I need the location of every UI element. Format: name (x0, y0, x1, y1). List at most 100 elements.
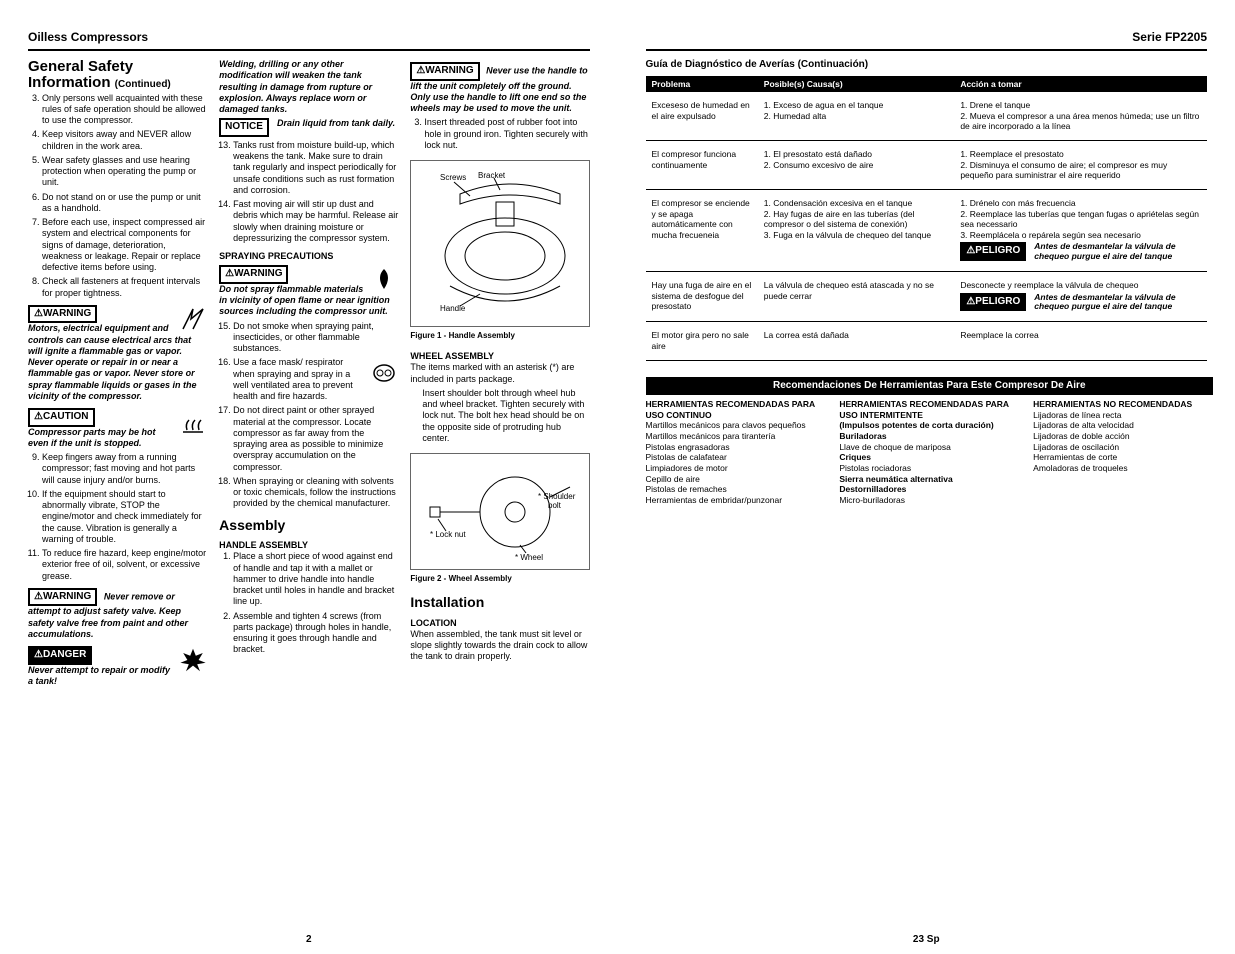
recommendations-columns: HERRAMIENTAS RECOMENDADAS PARA USO CONTI… (646, 399, 1208, 505)
rec-col-3: HERRAMIENTAS NO RECOMENDADAS Lijadoras d… (1033, 399, 1207, 505)
danger-block: ⚠DANGER Never attempt to repair or modif… (28, 646, 207, 687)
rec-item: Buriladoras (839, 431, 1013, 442)
list-item: When spraying or cleaning with solvents … (233, 476, 398, 510)
list-item-text: Use a face mask/ respirator when sprayin… (233, 357, 353, 401)
fig-label-screws: Screws (440, 173, 466, 182)
intro-text: Welding, drilling or any other modificat… (219, 59, 398, 115)
left-page: Oilless Compressors General Safety Infor… (0, 0, 618, 954)
peligro-badge: ⚠PELIGRO (960, 293, 1026, 312)
fig-label-bolt2: bolt (548, 501, 562, 510)
warning-badge: ⚠WARNING (28, 588, 97, 607)
left-col-3: ⚠WARNING Never use the handle to lift th… (410, 59, 589, 924)
list-item: Check all fasteners at frequent interval… (42, 276, 207, 299)
notice-text: Drain liquid from tank daily. (277, 118, 395, 129)
header-title-right: Serie FP2205 (1132, 30, 1207, 45)
cell-cause: La correa está dañada (758, 322, 955, 360)
cell-cause: 1. Condensación excesiva en el tanque 2.… (758, 189, 955, 271)
col-header-problem: Problema (646, 76, 758, 93)
spark-icon (179, 305, 207, 333)
rec-items: Martillos mecánicos para clavos pequeños… (646, 420, 820, 505)
left-col-1: General Safety Information (Continued) O… (28, 59, 207, 924)
cell-action: Reemplace la correa (954, 322, 1207, 360)
cell-cause: 1. El presostato está dañado 2. Consumo … (758, 141, 955, 190)
notice-badge: NOTICE (219, 118, 269, 137)
list-item: If the equipment should start to abnorma… (42, 489, 207, 545)
list-item: Only persons well acquainted with these … (42, 93, 207, 127)
list-item: Use a face mask/ respirator when sprayin… (233, 357, 398, 402)
header-bar-left: Oilless Compressors (28, 30, 590, 51)
fig-label-wheel: * Wheel (515, 553, 543, 562)
caution-badge: ⚠CAUTION (28, 408, 95, 427)
location-heading: LOCATION (410, 618, 589, 629)
notice-block: NOTICE Drain liquid from tank daily. (219, 118, 398, 137)
warning-text: Motors, electrical equipment and control… (28, 323, 207, 402)
figure-2-caption: Figure 2 - Wheel Assembly (410, 574, 589, 584)
peligro-badge: ⚠PELIGRO (960, 242, 1026, 261)
rec-col-2: HERRAMIENTAS RECOMENDADAS PARA USO INTER… (839, 399, 1013, 505)
table-row: Exceseso de humedad en el aire expulsado… (646, 92, 1208, 140)
rec-item: Llave de choque de mariposa (839, 442, 1013, 453)
rec-head: HERRAMIENTAS RECOMENDADAS PARA USO INTER… (839, 399, 1013, 420)
wheel-step: Insert shoulder bolt through wheel hub a… (422, 388, 589, 444)
list-item: To reduce fire hazard, keep engine/motor… (42, 548, 207, 582)
installation-title: Installation (410, 594, 589, 612)
rec-item: Micro-buriladoras (839, 495, 1013, 506)
safety-list-b: Keep fingers away from a running compres… (28, 452, 207, 585)
cell-problem: El compresor se enciende y se apaga auto… (646, 189, 758, 271)
warning-block: ⚠WARNING Motors, electrical equipment an… (28, 305, 207, 402)
rec-item: Destornilladores (839, 484, 1013, 495)
warning-badge: ⚠WARNING (410, 62, 479, 81)
handle-list-cont: Insert threaded post of rubber foot into… (410, 117, 589, 154)
warning-badge: ⚠WARNING (219, 265, 288, 284)
cell-cause: La válvula de chequeo está atascada y no… (758, 272, 955, 322)
rec-head: HERRAMIENTAS NO RECOMENDADAS (1033, 399, 1207, 410)
wheel-assembly-icon: * Lock nut * Wheel * Shoulder bolt (420, 457, 580, 567)
rec-items: Lijadoras de línea recta Lijadoras de al… (1033, 410, 1207, 474)
diagnostics-table: Problema Posible(s) Causa(s) Acción a to… (646, 76, 1208, 361)
page-number-left: 2 (306, 934, 312, 947)
figure-1: Screws Bracket Handle (410, 160, 589, 327)
list-item: Fast moving air will stir up dust and de… (233, 199, 398, 244)
left-col-2: Welding, drilling or any other modificat… (219, 59, 398, 924)
safety-list-c: Tanks rust from moisture build-up, which… (219, 140, 398, 247)
rec-item: Sierra neumática alternativa (839, 474, 1013, 485)
peligro-text: Antes de desmantelar la válvula de chequ… (1034, 242, 1201, 261)
rec-head: HERRAMIENTAS RECOMENDADAS PARA USO CONTI… (646, 399, 820, 420)
col-header-action: Acción a tomar (954, 76, 1207, 93)
cell-action: Desconecte y reemplace la válvula de che… (954, 272, 1207, 322)
list-item: Keep visitors away and NEVER allow child… (42, 129, 207, 152)
list-item: Place a short piece of wood against end … (233, 551, 398, 607)
rec-col-1: HERRAMIENTAS RECOMENDADAS PARA USO CONTI… (646, 399, 820, 505)
handle-assembly-icon: Screws Bracket Handle (420, 166, 580, 321)
table-row: El compresor funciona continuamente1. El… (646, 141, 1208, 190)
warning-badge: ⚠WARNING (28, 305, 97, 324)
fig-label-bolt: * Shoulder (538, 492, 576, 501)
list-item: Before each use, inspect compressed air … (42, 217, 207, 273)
list-item: Insert threaded post of rubber foot into… (424, 117, 589, 151)
mask-icon (370, 357, 398, 385)
warning-block-2: ⚠WARNING Never remove or attempt to adju… (28, 588, 207, 640)
warning-block-3: ⚠WARNING Do not spray flammable material… (219, 265, 398, 317)
list-item: Assemble and tighten 4 screws (from part… (233, 611, 398, 656)
right-page: Serie FP2205 Guía de Diagnóstico de Aver… (618, 0, 1235, 954)
continued-text: (Continued) (115, 79, 171, 90)
cell-problem: El motor gira pero no sale aire (646, 322, 758, 360)
handle-list: Place a short piece of wood against end … (219, 551, 398, 658)
peligro-text: Antes de desmantelar la válvula de chequ… (1034, 293, 1201, 312)
list-item: Do not stand on or use the pump or unit … (42, 192, 207, 215)
figure-1-caption: Figure 1 - Handle Assembly (410, 331, 589, 341)
fig-label-locknut: * Lock nut (430, 530, 466, 539)
list-item: Tanks rust from moisture build-up, which… (233, 140, 398, 196)
header-title-left: Oilless Compressors (28, 30, 148, 45)
list-item: Do not direct paint or other sprayed mat… (233, 405, 398, 473)
danger-badge: ⚠DANGER (28, 646, 92, 665)
table-row: El compresor se enciende y se apaga auto… (646, 189, 1208, 271)
figure-2: * Lock nut * Wheel * Shoulder bolt (410, 453, 589, 570)
col-header-cause: Posible(s) Causa(s) (758, 76, 955, 93)
cell-cause: 1. Exceso de agua en el tanque 2. Humeda… (758, 92, 955, 140)
location-text: When assembled, the tank must sit level … (410, 629, 589, 663)
safety-list-a: Only persons well acquainted with these … (28, 93, 207, 302)
cell-action: 1. Drénelo con más frecuencia 2. Reempla… (954, 189, 1207, 271)
rec-items: BuriladorasLlave de choque de mariposaCr… (839, 431, 1013, 505)
spray-heading: SPRAYING PRECAUTIONS (219, 251, 398, 262)
